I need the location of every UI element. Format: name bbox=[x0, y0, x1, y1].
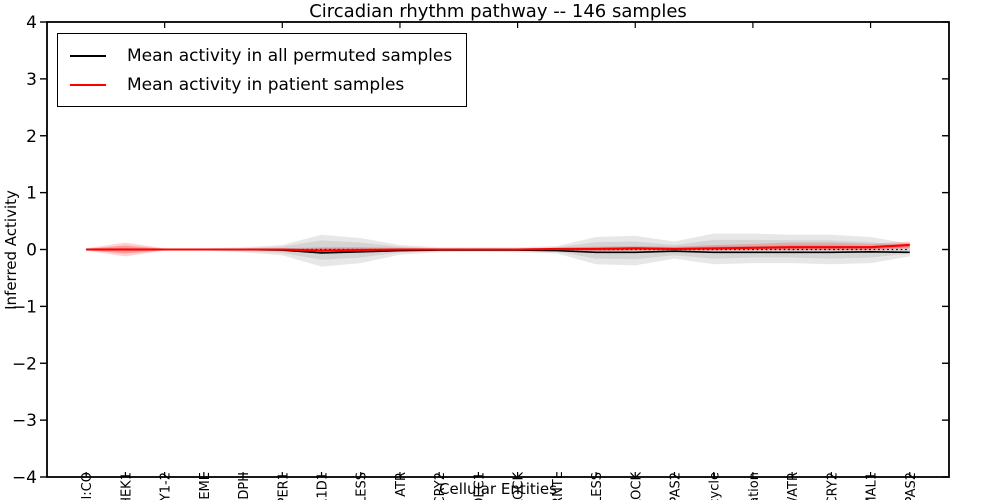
legend-label-permuted: Mean activity in all permuted samples bbox=[127, 45, 453, 66]
entity-label: PER1 bbox=[276, 472, 291, 500]
entity-label: BMAL/CLOCK/NPAS2 bbox=[904, 472, 919, 500]
entity-label: S phase of mitotic cell cycle bbox=[708, 472, 723, 500]
legend-item-permuted: Mean activity in all permuted samples bbox=[70, 41, 452, 70]
legend: Mean activity in all permuted samples Me… bbox=[57, 33, 468, 107]
entity-label: CLOCK bbox=[512, 472, 527, 500]
y-tick-label: −2 bbox=[12, 354, 37, 374]
entity-label: mol:HEME bbox=[198, 472, 213, 500]
entity-label: TIMELESS/CRY2 bbox=[825, 472, 840, 500]
entity-label: mol:NADPH bbox=[237, 472, 252, 500]
entity-label: NPAS2 bbox=[668, 472, 683, 500]
chart-title: Circadian rhythm pathway -- 146 samples bbox=[309, 1, 687, 22]
y-tick-label: 4 bbox=[26, 13, 37, 33]
y-tick-label: 2 bbox=[26, 127, 37, 147]
y-tick-label: 0 bbox=[26, 241, 37, 261]
entity-label: DEC1/BMAL1 bbox=[865, 472, 880, 500]
y-tick-label: −3 bbox=[12, 411, 37, 431]
entity-label: PER1/TIMELESS bbox=[590, 472, 605, 500]
y-tick-label: −1 bbox=[12, 297, 37, 317]
entity-label: PER1-2 / CRY1-2 bbox=[159, 472, 174, 500]
patient-line-swatch bbox=[70, 83, 106, 86]
entity-label: NR1D1 bbox=[316, 472, 331, 500]
y-tick-label: 1 bbox=[26, 184, 37, 204]
entity-label: chromatin modification bbox=[747, 472, 762, 500]
entity-label: CHEK1 bbox=[119, 472, 134, 500]
legend-label-patient: Mean activity in patient samples bbox=[127, 74, 405, 95]
y-tick-label: −4 bbox=[12, 468, 37, 488]
series-line-patient bbox=[86, 243, 910, 252]
entity-label: CRY2 bbox=[433, 472, 448, 500]
entity-label: TIMELESS/CHEK1/ATR bbox=[786, 472, 801, 500]
entity-label: ARNTL bbox=[551, 471, 566, 500]
x-axis-label: Cellular Entities bbox=[439, 480, 557, 498]
entity-label: DEC1 bbox=[472, 472, 487, 500]
permuted-line-swatch bbox=[70, 54, 106, 57]
y-tick-label: 3 bbox=[26, 70, 37, 90]
entity-label: ATR bbox=[394, 472, 409, 497]
entity-label: BMAL1/CLOCK bbox=[629, 472, 644, 500]
entity-label: mol:CO bbox=[80, 472, 95, 500]
legend-item-patient: Mean activity in patient samples bbox=[70, 70, 452, 99]
entity-label: TIMELESS bbox=[355, 472, 370, 500]
